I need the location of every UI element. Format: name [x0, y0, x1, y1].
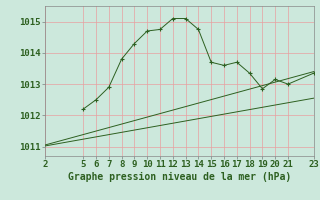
X-axis label: Graphe pression niveau de la mer (hPa): Graphe pression niveau de la mer (hPa) [68, 172, 291, 182]
